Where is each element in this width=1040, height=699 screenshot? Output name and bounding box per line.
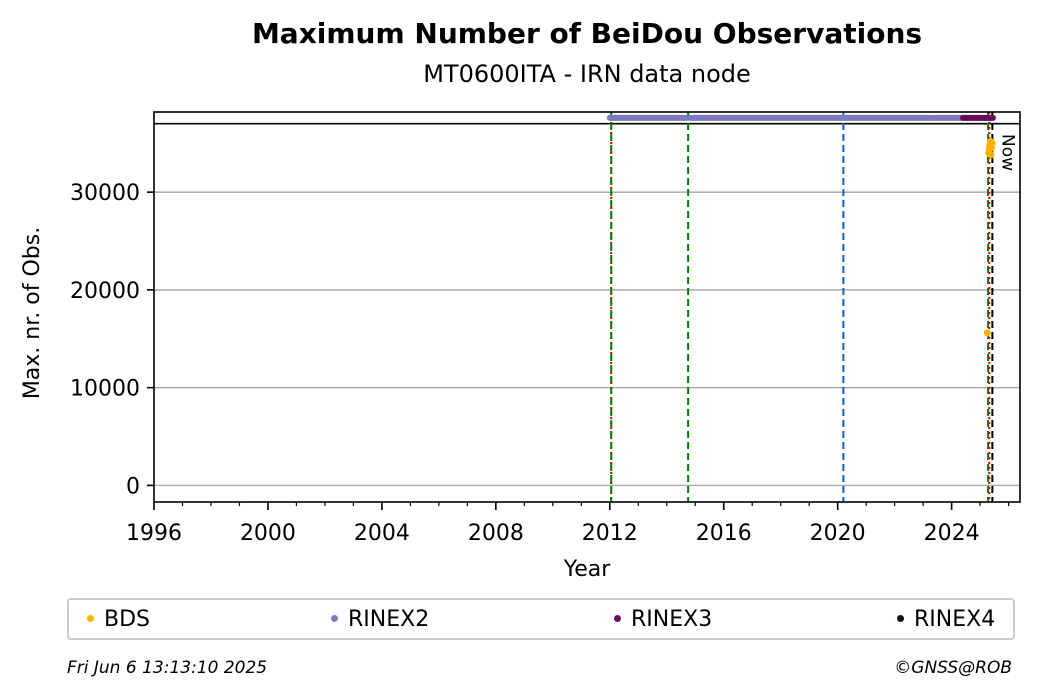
series-bds-point <box>987 151 995 159</box>
y-tick-label: 0 <box>126 474 140 499</box>
x-tick-label: 2008 <box>468 521 524 546</box>
legend: BDS RINEX2 RINEX3 RINEX4 <box>67 598 1015 640</box>
chart-subtitle: MT0600ITA - IRN data node <box>423 60 751 88</box>
legend-marker-bds <box>87 614 94 622</box>
legend-item-rinex4: RINEX4 <box>897 606 995 634</box>
x-axis-label: Year <box>563 557 612 582</box>
x-tick-label: 2004 <box>354 521 410 546</box>
x-tick-label: 2000 <box>240 521 296 546</box>
legend-item-rinex3: RINEX3 <box>614 606 712 634</box>
now-label: Now <box>997 134 1017 171</box>
legend-item-bds: BDS <box>87 606 150 634</box>
x-tick-label: 2020 <box>810 521 866 546</box>
plot-area: Now 0 10000 20000 30000 1996 2000 2004 2008 2012 2… <box>70 111 1021 546</box>
y-tick-label: 20000 <box>70 279 140 304</box>
series-bds-point <box>983 329 991 337</box>
footer-copyright: ©GNSS@ROB <box>894 658 1012 678</box>
legend-label-rinex4: RINEX4 <box>914 607 996 632</box>
chart-title: Maximum Number of BeiDou Observations <box>252 17 922 50</box>
legend-marker-rinex4 <box>897 614 904 622</box>
legend-marker-rinex2 <box>331 614 338 622</box>
x-tick-label: 2024 <box>924 521 980 546</box>
x-tick-label: 1996 <box>126 521 182 546</box>
y-axis-label: Max. nr. of Obs. <box>20 227 45 399</box>
x-tick-label: 2012 <box>582 521 638 546</box>
legend-item-rinex2: RINEX2 <box>331 606 429 634</box>
footer-timestamp: Fri Jun 6 13:13:10 2025 <box>67 658 268 678</box>
x-tick-label: 2016 <box>696 521 752 546</box>
legend-label-bds: BDS <box>104 607 150 632</box>
legend-label-rinex3: RINEX3 <box>631 607 713 632</box>
y-tick-label: 30000 <box>70 181 140 206</box>
legend-label-rinex2: RINEX2 <box>348 607 430 632</box>
plot-frame <box>153 111 1021 503</box>
series-bds-point <box>988 139 996 147</box>
legend-marker-rinex3 <box>614 614 621 622</box>
y-tick-label: 10000 <box>70 377 140 402</box>
